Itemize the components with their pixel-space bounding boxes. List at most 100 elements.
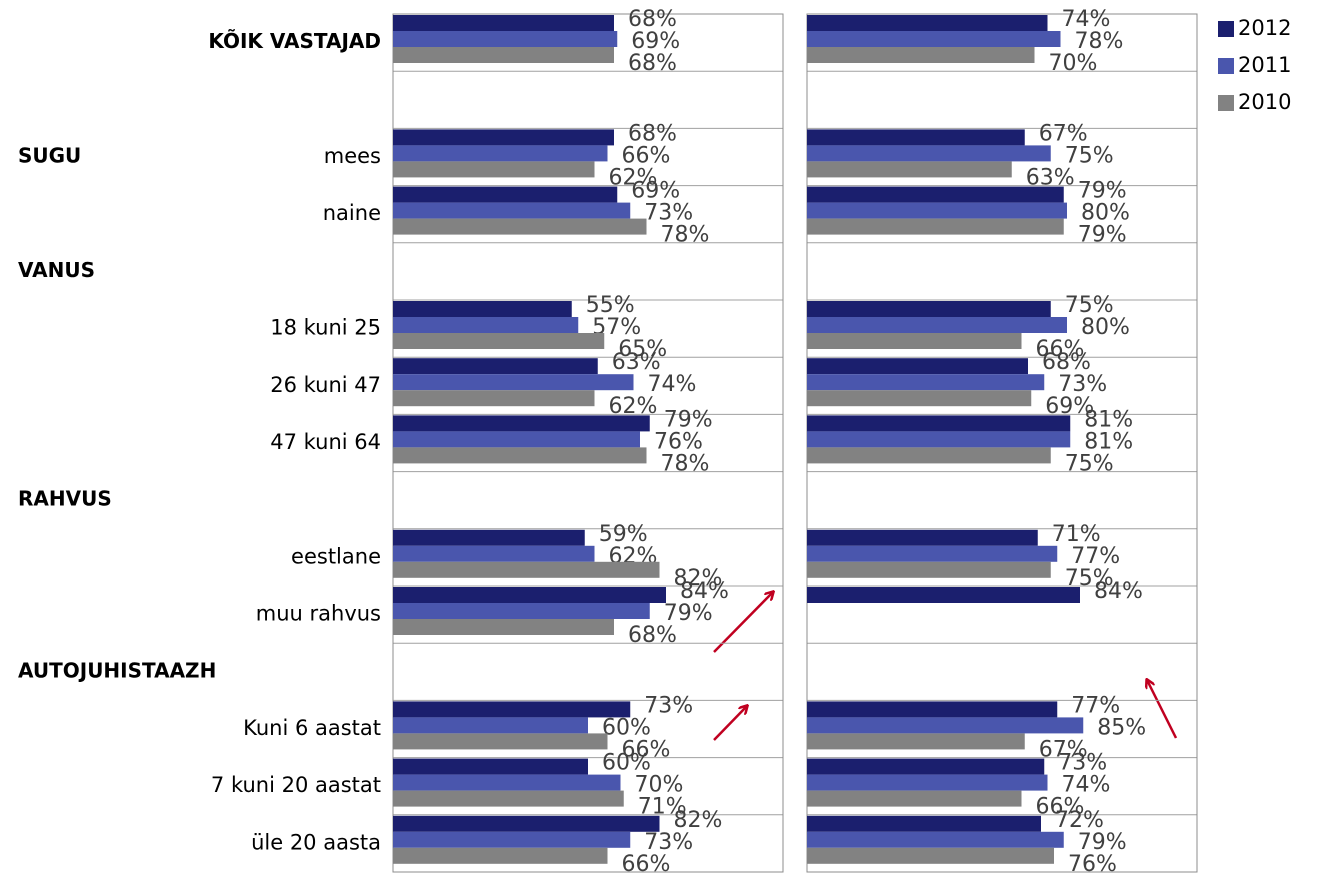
bar [393,390,595,407]
value-label: 81% [1084,429,1133,454]
value-label: 74% [1062,773,1111,798]
bar [807,529,1038,546]
value-label: 74% [1062,7,1111,32]
bar [393,758,588,775]
category-label: eestlane [291,544,381,568]
bar [393,161,595,178]
bar [393,218,647,235]
value-label: 75% [1065,293,1114,318]
category-label: 18 kuni 25 [270,316,381,340]
bar [807,790,1022,807]
category-label: üle 20 aasta [251,830,381,854]
group-label: AUTOJUHISTAAZH [18,658,216,682]
value-label: 67% [1039,121,1088,146]
bar [393,374,634,391]
bar [393,701,631,718]
legend-label: 2010 [1238,90,1291,114]
value-label: 79% [1078,223,1127,248]
bar [393,202,631,219]
value-label: 80% [1081,315,1130,340]
bar [807,161,1012,178]
group-label: VANUS [18,258,95,282]
category-label: 7 kuni 20 aastat [211,773,381,797]
value-label: 73% [1058,751,1107,776]
value-label: 75% [1065,451,1114,476]
value-label: 68% [628,51,677,76]
bar [807,301,1051,317]
legend-label: 2011 [1238,53,1291,77]
bar [807,129,1025,146]
bar [807,431,1071,448]
bar [807,447,1051,464]
value-label: 79% [1078,830,1127,855]
bar [393,333,605,349]
bar [393,545,595,562]
value-label: 84% [1094,579,1143,604]
value-label: 66% [1036,337,1085,362]
value-label: 63% [612,350,661,375]
bar [807,218,1064,235]
bar [393,561,660,578]
legend-label: 2012 [1238,16,1291,40]
value-label: 68% [628,121,677,146]
bar [393,358,598,375]
bar [393,145,608,162]
legend-swatch [1218,21,1234,37]
value-label: 69% [1045,394,1094,419]
value-label: 77% [1071,544,1120,569]
category-label: Kuni 6 aastat [243,716,381,740]
value-label: 73% [644,201,693,226]
value-label: 79% [1078,179,1127,204]
bar [807,186,1064,203]
value-label: 67% [1039,737,1088,762]
bar [393,15,614,31]
value-label: 73% [644,693,693,718]
value-label: 73% [644,830,693,855]
bar [393,603,650,619]
category-label: 47 kuni 64 [270,430,381,454]
value-label: 70% [1049,51,1098,76]
value-label: 82% [674,808,723,833]
value-label: 78% [661,451,710,476]
value-label: 72% [1055,808,1104,833]
bar [393,129,614,146]
bar [807,358,1028,375]
bar [393,733,608,750]
bar [807,815,1041,832]
value-label: 59% [599,522,648,547]
value-label: 71% [638,795,687,820]
group-label: SUGU [18,144,81,168]
bar [393,529,585,546]
value-label: 82% [674,566,723,591]
value-label: 80% [1081,201,1130,226]
legend-swatch [1218,95,1234,111]
value-label: 77% [1071,693,1120,718]
value-label: 76% [1068,852,1117,876]
value-label: 71% [1052,522,1101,547]
value-label: 84% [680,579,729,604]
arrow [713,706,747,741]
arrow [713,592,773,653]
value-label: 62% [609,165,658,190]
value-label: 66% [622,737,671,762]
category-label: muu rahvus [256,602,381,626]
value-label: 74% [648,372,697,397]
category-label: KÕIK VASTAJAD [208,29,381,53]
bar [807,733,1025,750]
value-label: 69% [631,29,680,54]
arrow [1147,680,1178,739]
bar [807,333,1022,349]
value-label: 75% [1065,566,1114,591]
value-label: 70% [635,773,684,798]
value-label: 66% [622,143,671,168]
bar [393,790,624,807]
bar [393,186,618,203]
value-label: 68% [1042,350,1091,375]
bar [807,317,1067,333]
value-label: 63% [1026,165,1075,190]
bar [807,545,1058,562]
bar [393,815,660,832]
bar [393,301,572,317]
bar [807,758,1045,775]
